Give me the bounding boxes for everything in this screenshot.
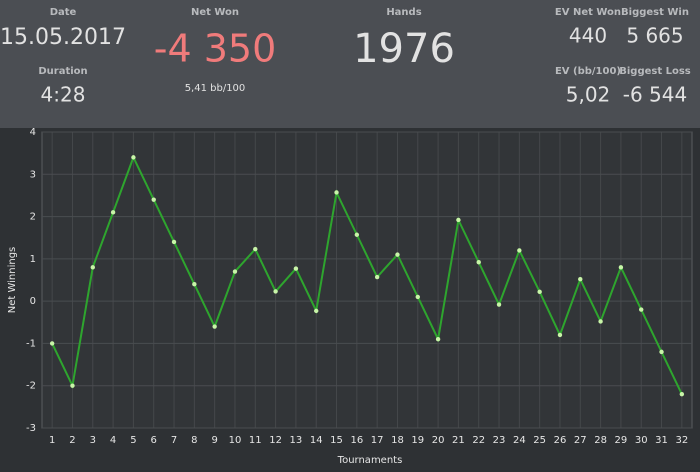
x-tick-label: 28 xyxy=(594,435,607,446)
ev-bb: 5,02 xyxy=(566,83,611,107)
data-point xyxy=(70,383,75,388)
y-tick-label: 0 xyxy=(30,296,36,307)
data-point xyxy=(395,252,400,257)
x-tick-label: 24 xyxy=(513,435,526,446)
x-tick-label: 8 xyxy=(191,435,197,446)
y-tick-label: -3 xyxy=(26,423,36,434)
data-point xyxy=(354,232,360,237)
x-tick-label: 31 xyxy=(655,435,668,446)
data-point xyxy=(598,319,603,324)
data-point xyxy=(517,248,522,253)
hands: 1976 xyxy=(353,26,455,72)
data-point xyxy=(49,341,55,346)
ev-net-won: 440 xyxy=(569,24,607,48)
x-tick-label: 19 xyxy=(411,435,424,446)
data-point xyxy=(557,332,563,338)
x-tick-label: 7 xyxy=(171,435,177,446)
x-tick-label: 26 xyxy=(554,435,567,446)
x-tick-label: 4 xyxy=(110,435,116,446)
data-point xyxy=(131,155,136,160)
x-tick-label: 5 xyxy=(130,435,136,446)
x-tick-label: 11 xyxy=(249,435,262,446)
x-tick-label: 13 xyxy=(290,435,303,446)
data-point xyxy=(659,349,664,355)
y-axis-label: Net Winnings xyxy=(7,247,18,314)
data-point xyxy=(578,276,583,282)
y-tick-label: 2 xyxy=(30,212,36,223)
data-point xyxy=(334,190,339,195)
data-point xyxy=(232,269,238,274)
data-point xyxy=(537,289,542,295)
biggest-win: 5 665 xyxy=(626,24,683,48)
x-tick-label: 23 xyxy=(493,435,506,446)
ev-net-won-label: EV Net Won xyxy=(555,7,621,18)
bb-per-100: 5,41 bb/100 xyxy=(185,83,246,94)
data-point xyxy=(90,265,95,270)
y-tick-label: -1 xyxy=(26,338,36,349)
ev-bb-label: EV (bb/100) xyxy=(555,66,621,77)
data-point xyxy=(253,246,258,252)
x-tick-label: 6 xyxy=(151,435,157,446)
data-point xyxy=(171,239,177,245)
data-point xyxy=(110,210,116,215)
x-tick-label: 14 xyxy=(310,435,323,446)
x-tick-label: 29 xyxy=(615,435,628,446)
data-point xyxy=(212,324,217,329)
y-tick-label: 4 xyxy=(30,127,36,138)
data-point xyxy=(456,217,461,223)
plot-area xyxy=(41,131,693,429)
data-point xyxy=(435,337,441,342)
x-tick-label: 1 xyxy=(49,435,55,446)
x-tick-label: 2 xyxy=(69,435,75,446)
data-point xyxy=(314,308,319,314)
data-point xyxy=(679,391,685,397)
x-tick-label: 21 xyxy=(452,435,465,446)
x-tick-label: 12 xyxy=(269,435,282,446)
x-tick-label: 20 xyxy=(432,435,445,446)
biggest-loss: -6 544 xyxy=(623,83,687,107)
date: 15.05.2017 xyxy=(0,25,126,50)
x-tick-label: 32 xyxy=(675,435,688,446)
date-label: Date xyxy=(50,7,77,18)
x-tick-label: 16 xyxy=(350,435,363,446)
data-point xyxy=(273,289,278,294)
data-point xyxy=(618,265,624,270)
x-tick-label: 30 xyxy=(635,435,648,446)
data-point xyxy=(496,302,502,307)
data-point xyxy=(293,266,299,271)
data-line xyxy=(51,154,683,395)
x-tick-label: 9 xyxy=(211,435,217,446)
y-tick-label: 1 xyxy=(30,254,36,265)
stats-panel xyxy=(0,0,700,128)
data-point xyxy=(415,294,420,300)
y-tick-label: 3 xyxy=(30,169,36,180)
duration-label: Duration xyxy=(38,66,87,77)
x-tick-label: 27 xyxy=(574,435,587,446)
x-tick-label: 17 xyxy=(371,435,384,446)
data-point xyxy=(476,260,481,265)
net-won: -4 350 xyxy=(154,27,277,71)
x-tick-label: 25 xyxy=(533,435,546,446)
x-axis-label: Tournaments xyxy=(337,455,403,466)
hands-label: Hands xyxy=(386,7,421,18)
y-tick-label: -2 xyxy=(26,381,36,392)
data-point xyxy=(192,282,197,287)
data-point xyxy=(639,307,644,312)
x-tick-label: 10 xyxy=(229,435,242,446)
net-won-label: Net Won xyxy=(191,7,239,18)
x-tick-label: 22 xyxy=(472,435,485,446)
x-tick-label: 15 xyxy=(330,435,343,446)
x-tick-label: 3 xyxy=(90,435,96,446)
duration: 4:28 xyxy=(41,83,86,107)
data-point xyxy=(374,274,380,280)
x-tick-label: 18 xyxy=(391,435,404,446)
biggest-win-label: Biggest Win xyxy=(621,7,689,18)
biggest-loss-label: Biggest Loss xyxy=(619,66,691,77)
data-point xyxy=(151,197,156,202)
